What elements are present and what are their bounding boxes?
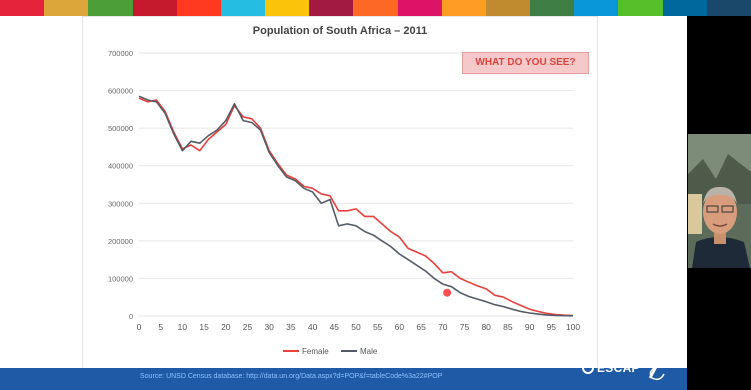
stripe-segment (441, 0, 486, 16)
un-emblem-icon (582, 362, 594, 374)
x-tick-label: 5 (158, 322, 163, 332)
y-tick-label: 500000 (108, 124, 133, 133)
y-tick-label: 700000 (108, 49, 133, 58)
x-tick-label: 15 (199, 322, 209, 332)
y-tick-label: 200000 (108, 237, 133, 246)
stripe-segment (220, 0, 266, 16)
y-tick-label: 300000 (108, 199, 133, 208)
x-tick-label: 0 (137, 322, 142, 332)
x-tick-label: 40 (308, 322, 318, 332)
presentation-slide: 0 100000 200000 300000 400000 500000 600000 700… (0, 16, 687, 390)
sdg-color-stripe (0, 0, 751, 16)
x-tick-label: 35 (286, 322, 296, 332)
stripe-segment (176, 0, 221, 16)
chart-title: Population of South Africa – 2011 (252, 25, 428, 37)
x-tick-label: 70 (438, 322, 448, 332)
x-tick-label: 50 (351, 322, 361, 332)
y-tick-label: 600000 (108, 87, 133, 96)
x-tick-label: 90 (525, 322, 535, 332)
stripe-segment (662, 0, 707, 16)
slide-footer: Source: UNSD Census database: http://dat… (0, 368, 687, 390)
stripe-segment (265, 0, 310, 16)
legend-label-female: Female (302, 347, 329, 356)
x-tick-label: 75 (460, 322, 470, 332)
x-tick-label: 65 (416, 322, 426, 332)
x-tick-label: 85 (503, 322, 513, 332)
escap-logo-text: ESCAP (597, 361, 640, 375)
stripe-segment (706, 0, 751, 16)
what-do-you-see-badge: WHAT DO YOU SEE? (462, 52, 589, 74)
stripe-segment (0, 0, 45, 16)
stripe-segment (132, 0, 177, 16)
source-note: Source: UNSD Census database: http://dat… (140, 373, 443, 380)
stripe-segment (353, 0, 398, 16)
escap-75-icon (642, 358, 665, 381)
stripe-segment (485, 0, 531, 16)
stripe-segment (574, 0, 619, 16)
escap-logo: ESCAP (582, 350, 674, 386)
x-tick-label: 80 (481, 322, 491, 332)
y-tick-label: 0 (129, 312, 133, 321)
x-tick-label: 10 (178, 322, 188, 332)
stripe-segment (618, 0, 663, 16)
legend-label-male: Male (360, 347, 378, 356)
y-tick-label: 400000 (108, 162, 133, 171)
x-tick-label: 55 (373, 322, 383, 332)
x-tick-label: 45 (330, 322, 340, 332)
stripe-segment (88, 0, 133, 16)
x-tick-label: 25 (243, 322, 253, 332)
y-tick-label: 100000 (108, 274, 133, 283)
stripe-segment (309, 0, 354, 16)
x-tick-label: 30 (264, 322, 274, 332)
series-line-male (138, 95, 574, 317)
population-chart: 0100000200000300000400000500000600000700… (108, 49, 580, 356)
presenter-video-frame (688, 134, 751, 268)
stripe-segment (530, 0, 575, 16)
x-tick-label: 100 (566, 322, 580, 332)
webcam-video-tile (688, 134, 751, 268)
laser-pointer-dot (443, 288, 452, 297)
x-tick-label: 95 (547, 322, 557, 332)
stripe-segment (397, 0, 442, 16)
stripe-segment (44, 0, 89, 16)
chart-area: 0 100000 200000 300000 400000 500000 600000 700… (82, 16, 598, 370)
series-line-female (138, 97, 574, 317)
x-tick-label: 60 (395, 322, 405, 332)
x-tick-label: 20 (221, 322, 231, 332)
